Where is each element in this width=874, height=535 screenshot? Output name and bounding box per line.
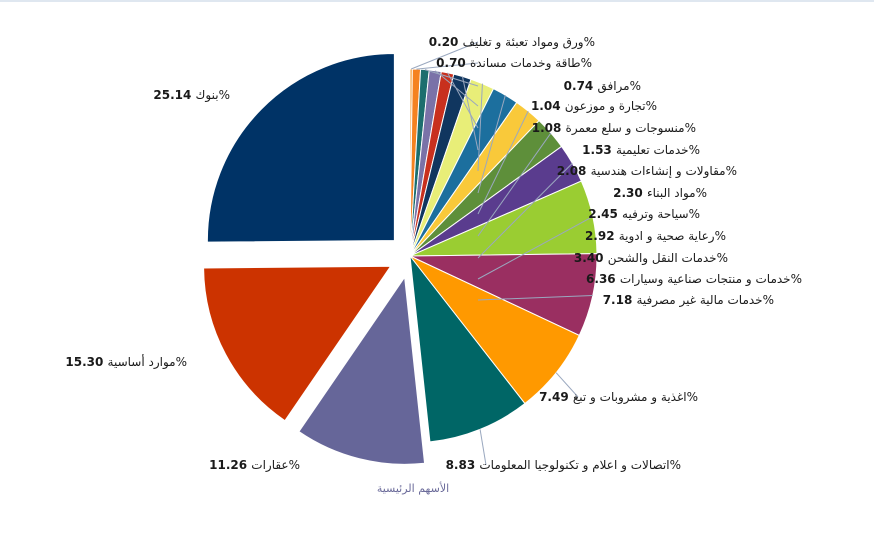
slice-name: مواد البناء% — [647, 186, 707, 201]
slice-name: اغذية و مشروبات و تبغ% — [573, 390, 698, 405]
slice-name: عقارات% — [251, 458, 300, 473]
slice-name: مقاولات و إنشاءات هندسية% — [591, 164, 737, 179]
slice-value: 11.26 — [209, 458, 251, 472]
slice-label: 6.36 خدمات و منتجات صناعية وسيارات% — [586, 272, 802, 287]
slice-label: 7.18 خدمات مالية غير مصرفية% — [603, 293, 774, 308]
leader-line — [477, 83, 483, 172]
slice-name: رعاية صحية و ادوية% — [619, 229, 726, 244]
slice-value: 15.30 — [65, 355, 107, 369]
slice-value: 1.53 — [582, 143, 616, 157]
leader-line — [555, 372, 579, 398]
pie-slices — [203, 53, 598, 465]
slice-name: موارد أساسية% — [108, 354, 187, 370]
slice-label: 1.04 تجارة و موزعون% — [531, 99, 657, 114]
slice-name: طاقة وخدمات مساندة% — [470, 56, 592, 71]
leader-line — [479, 429, 487, 466]
slice-label: 1.08 منسوجات و سلع معمرة% — [532, 121, 696, 136]
slice-value: 1.04 — [531, 99, 565, 113]
slice-label: 1.53 خدمات تعليمية% — [582, 143, 700, 157]
slice-label: 25.14 بنوك% — [153, 88, 230, 103]
slice-value: 2.92 — [585, 229, 619, 243]
slice-value: 8.83 — [446, 458, 480, 472]
slice-value: 7.49 — [539, 390, 573, 404]
slice-label: 2.92 رعاية صحية و ادوية% — [585, 229, 726, 244]
slice-value: 2.45 — [588, 207, 622, 221]
slice-name: سياحة وترفيه% — [622, 207, 700, 222]
slice-label: 8.83 اتصالات و اعلام و تكنولوجيا المعلوم… — [446, 458, 681, 473]
slice-label: 2.08 مقاولات و إنشاءات هندسية% — [557, 164, 737, 179]
leader-line — [424, 69, 479, 87]
slice-value: 1.08 — [532, 121, 566, 135]
leader-lines — [410, 41, 594, 466]
leader-line — [447, 72, 479, 129]
slice-value: 2.30 — [613, 186, 647, 200]
slice-label: 2.45 سياحة وترفيه% — [588, 207, 700, 222]
slice-value: 2.08 — [557, 164, 591, 178]
leader-line — [477, 95, 506, 194]
slice-name: خدمات مالية غير مصرفية% — [636, 293, 774, 308]
top-border — [0, 0, 874, 2]
leader-line — [477, 132, 552, 237]
leader-line — [477, 162, 573, 259]
slice-name: بنوك% — [196, 88, 230, 103]
slice-name: ورق ومواد تعبئة و تغليف% — [463, 35, 595, 50]
slice-name: منسوجات و سلع معمرة% — [566, 121, 696, 136]
slice-name: مرافق% — [597, 79, 641, 94]
pie-slice — [203, 265, 392, 422]
slice-value: 25.14 — [153, 88, 195, 102]
leader-line — [477, 216, 594, 280]
slice-labels: 0.20 ورق ومواد تعبئة و تغليف% 0.70 طاقة و… — [65, 35, 802, 473]
slice-label: 11.26 عقارات% — [209, 458, 300, 473]
leader-line — [461, 76, 479, 151]
main-stocks-label: الأسهم الرئيسية — [377, 481, 449, 495]
slice-value: 7.18 — [603, 293, 637, 307]
pie-slice — [298, 275, 426, 465]
slice-name: خدمات تعليمية% — [616, 143, 700, 157]
slice-label: 0.20 ورق ومواد تعبئة و تغليف% — [429, 35, 595, 50]
slice-value: 0.20 — [429, 35, 463, 49]
slice-label: 0.70 طاقة وخدمات مساندة% — [436, 56, 592, 71]
slice-label: 7.49 اغذية و مشروبات و تبغ% — [539, 390, 698, 405]
slice-name: تجارة و موزعون% — [565, 99, 657, 114]
slice-value: 0.70 — [436, 56, 470, 70]
slice-value: 6.36 — [586, 272, 620, 286]
leader-line — [416, 62, 479, 70]
slice-name: اتصالات و اعلام و تكنولوجيا المعلومات% — [479, 458, 681, 473]
slice-name: خدمات و منتجات صناعية وسيارات% — [620, 272, 802, 287]
slice-name: خدمات النقل والشحن% — [608, 251, 728, 266]
slice-label: 15.30 موارد أساسية% — [65, 354, 187, 370]
pie-slice — [206, 53, 395, 243]
leader-line — [410, 41, 479, 70]
slice-label: 0.74 مرافق% — [564, 79, 641, 94]
slice-value: 3.40 — [574, 251, 608, 265]
leader-line — [477, 295, 593, 301]
slice-value: 0.74 — [564, 79, 598, 93]
slice-label: 2.30 مواد البناء% — [613, 186, 707, 201]
leader-line — [477, 110, 529, 215]
slice-label: 3.40 خدمات النقل والشحن% — [574, 251, 728, 266]
